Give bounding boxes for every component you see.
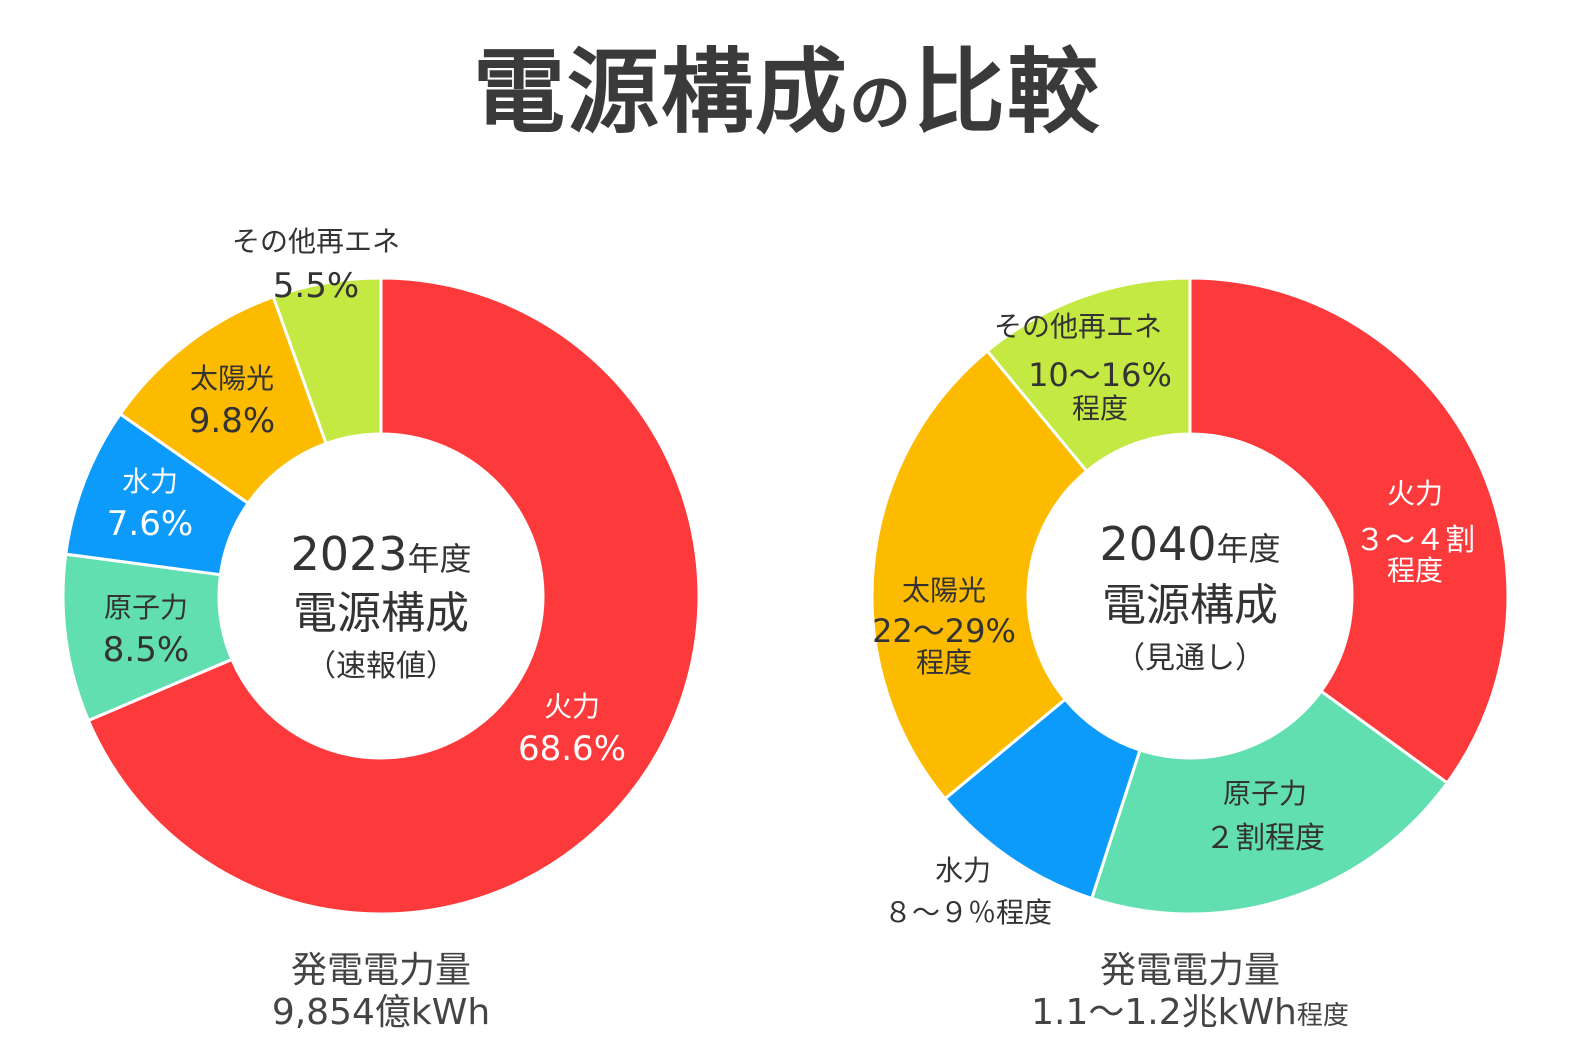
donut-slice-other-2040 bbox=[985, 276, 1192, 474]
center-line2-2040: 電源構成 bbox=[1102, 580, 1278, 631]
slice-label-thermal-name-2040: 火力 bbox=[1387, 477, 1443, 510]
slice-label-other-name-2023: その他再エネ bbox=[232, 225, 400, 258]
slice-label-solar-name-2040: 太陽光 bbox=[902, 574, 986, 607]
slice-label-other-name-2040: その他再エネ bbox=[994, 310, 1162, 343]
center-year-unit-2040: 年度 bbox=[1217, 530, 1281, 568]
title-end: 比較 bbox=[913, 39, 1102, 146]
footer-2040: 発電電力量 1.1～1.2兆kWh程度 bbox=[970, 950, 1410, 1035]
donut-slice-other-2023 bbox=[271, 276, 383, 446]
slice-label-hydro-value-2023: 7.6% bbox=[107, 504, 193, 544]
center-label-2040: 2040年度 bbox=[1099, 517, 1280, 571]
slice-label-thermal-value-2040: ３～４割 bbox=[1355, 523, 1475, 558]
slice-label-thermal-suffix-2040: 程度 bbox=[1387, 554, 1443, 587]
donut-slice-nuclear-2040 bbox=[1089, 689, 1450, 916]
slice-label-solar-name-2023: 太陽光 bbox=[190, 362, 274, 395]
center-line3-2040: （見通し） bbox=[1115, 641, 1265, 676]
slice-label-other-value-2023: 5.5% bbox=[273, 266, 359, 306]
donut-slice-solar-2040 bbox=[870, 348, 1089, 801]
slice-label-solar-value-2040: 22～29% bbox=[872, 612, 1016, 650]
slice-label-nuclear-value-2023: 8.5% bbox=[103, 630, 189, 670]
footer-line2-2023: 9,854億kWh bbox=[181, 992, 581, 1034]
slice-label-hydro-name-2040: 水力 bbox=[935, 854, 991, 887]
footer-line1-2040: 発電電力量 bbox=[1099, 950, 1280, 991]
donut-slice-thermal-2040 bbox=[1188, 276, 1510, 786]
center-line3-2023: （速報値） bbox=[306, 649, 456, 684]
slice-label-solar-value-2023: 9.8% bbox=[189, 401, 275, 441]
page-title: 電源構成の比較 bbox=[0, 42, 1574, 143]
footer-value-2040: 1.1～1.2兆kWh bbox=[1031, 992, 1297, 1034]
title-main: 電源構成 bbox=[472, 39, 849, 146]
center-label-2023: 2023年度 bbox=[290, 527, 471, 581]
slice-label-thermal-value-2023: 68.6% bbox=[518, 729, 626, 769]
donut-slice-thermal-2023 bbox=[86, 276, 701, 916]
slice-label-nuclear-value-2040: ２割程度 bbox=[1205, 821, 1325, 856]
slice-label-nuclear-name-2040: 原子力 bbox=[1223, 777, 1307, 810]
title-particle: の bbox=[848, 66, 913, 139]
slice-label-other-value-2040: 10～16% bbox=[1028, 356, 1172, 394]
footer-2023: 発電電力量 9,854億kWh bbox=[181, 950, 581, 1035]
center-year-2023: 2023 bbox=[290, 527, 407, 581]
slice-label-solar-suffix-2040: 程度 bbox=[916, 646, 972, 679]
slice-label-nuclear-name-2023: 原子力 bbox=[104, 591, 188, 624]
slice-label-hydro-value-2040: ８～９％程度 bbox=[884, 896, 1052, 929]
slice-label-other-suffix-2040: 程度 bbox=[1072, 392, 1128, 425]
footer-suffix-2040: 程度 bbox=[1296, 1001, 1349, 1032]
center-year-unit-2023: 年度 bbox=[408, 540, 472, 578]
footer-value-2023: 9,854億kWh bbox=[271, 992, 491, 1034]
center-year-2040: 2040 bbox=[1099, 517, 1216, 571]
slice-label-thermal-name-2023: 火力 bbox=[544, 690, 600, 723]
center-line2-2023: 電源構成 bbox=[293, 588, 469, 639]
footer-line2-2040: 1.1～1.2兆kWh程度 bbox=[970, 992, 1410, 1034]
footer-line1-2023: 発電電力量 bbox=[290, 950, 471, 991]
donut-chart-2023 bbox=[61, 276, 701, 916]
donut-chart-2040 bbox=[870, 276, 1510, 916]
slice-label-hydro-name-2023: 水力 bbox=[122, 465, 178, 498]
